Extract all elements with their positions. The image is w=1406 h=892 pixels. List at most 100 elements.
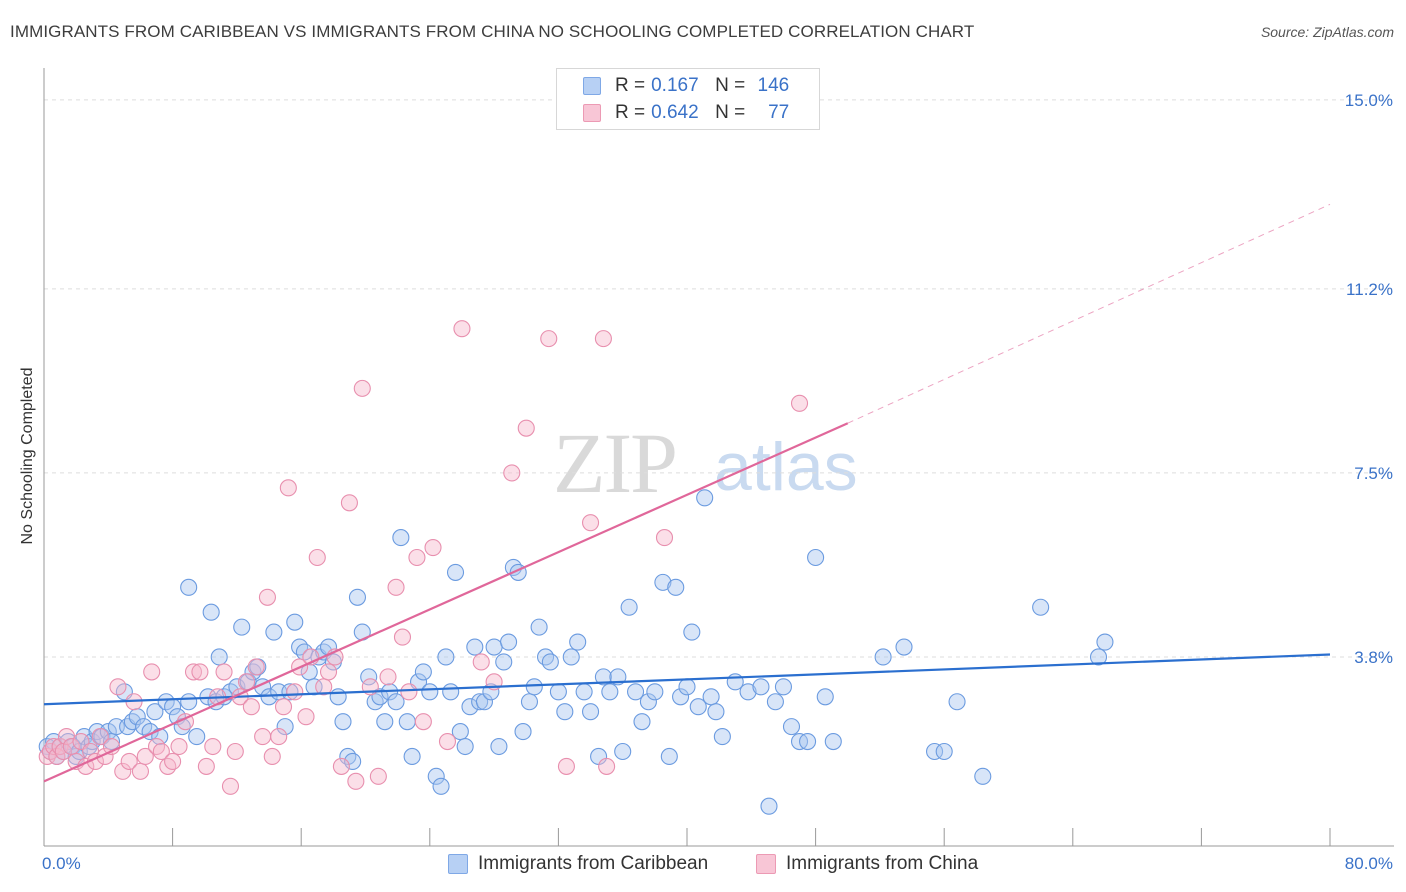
n-label: N = bbox=[715, 102, 746, 123]
china-point bbox=[369, 767, 387, 785]
caribbean-point bbox=[667, 578, 685, 596]
n-value-caribbean: 146 bbox=[757, 75, 790, 96]
caribbean-point bbox=[339, 747, 357, 766]
china-point bbox=[191, 663, 209, 681]
china-point bbox=[263, 747, 281, 766]
caribbean-point bbox=[678, 678, 696, 696]
caribbean-point bbox=[233, 618, 251, 636]
caribbean-point bbox=[683, 623, 701, 641]
china-point bbox=[286, 683, 304, 701]
china-point bbox=[319, 663, 338, 681]
caribbean-point bbox=[601, 683, 619, 701]
caribbean-point bbox=[562, 648, 580, 666]
china-point bbox=[270, 728, 288, 746]
y-tick-label: 15.0% bbox=[1345, 91, 1393, 110]
china-point bbox=[159, 757, 177, 775]
caribbean-point bbox=[1032, 598, 1050, 616]
r-label: R = bbox=[615, 75, 646, 96]
caribbean-point bbox=[689, 698, 707, 716]
china-point bbox=[109, 678, 127, 696]
caribbean-point bbox=[816, 688, 834, 706]
caribbean-point bbox=[485, 638, 503, 656]
caribbean-point bbox=[398, 713, 416, 731]
china-point bbox=[347, 772, 365, 790]
caribbean-point bbox=[387, 693, 405, 711]
china-point bbox=[274, 698, 293, 716]
china-point bbox=[517, 419, 535, 437]
caribbean-point bbox=[646, 683, 664, 701]
y-axis-label: No Schooling Completed bbox=[19, 367, 36, 545]
watermark-zip: ZIP bbox=[553, 415, 676, 511]
caribbean-point bbox=[210, 648, 228, 666]
caribbean-point bbox=[541, 653, 559, 671]
caribbean-point bbox=[471, 693, 489, 711]
china-point bbox=[790, 394, 809, 412]
caribbean-point bbox=[760, 797, 778, 815]
caribbean-point bbox=[1096, 633, 1114, 651]
source-label: Source: ZipAtlas.com bbox=[1260, 24, 1394, 40]
china-trend-line bbox=[43, 422, 849, 783]
caribbean-point bbox=[895, 638, 913, 656]
caribbean-point bbox=[594, 668, 612, 686]
x-tick-label-max: 80.0% bbox=[1345, 854, 1393, 873]
caribbean-point bbox=[392, 529, 410, 547]
caribbean-trend-line bbox=[43, 653, 1331, 706]
caribbean-point bbox=[935, 742, 953, 761]
china-points bbox=[38, 320, 809, 795]
caribbean-point bbox=[974, 767, 992, 785]
legend-row-caribbean: R = 0.167 N = 146 bbox=[583, 74, 789, 98]
china-point bbox=[164, 752, 182, 770]
caribbean-point bbox=[466, 638, 484, 656]
r-label: R = bbox=[615, 102, 646, 123]
caribbean-point bbox=[123, 713, 141, 731]
correlation-legend: R = 0.167 N = 146 R = 0.642 N = 77 bbox=[556, 68, 820, 130]
china-point bbox=[143, 663, 161, 681]
china-point bbox=[308, 548, 326, 567]
caribbean-point bbox=[495, 653, 513, 671]
china-point bbox=[147, 737, 166, 756]
caribbean-point bbox=[490, 737, 508, 756]
caribbean-point bbox=[639, 693, 657, 711]
caribbean-point bbox=[1089, 648, 1108, 666]
caribbean-point bbox=[633, 713, 651, 731]
caribbean-point bbox=[874, 648, 892, 666]
caribbean-point bbox=[713, 728, 731, 746]
caribbean-swatch bbox=[583, 77, 601, 95]
china-point bbox=[332, 757, 350, 775]
china-point bbox=[393, 628, 412, 646]
china-point bbox=[45, 737, 63, 756]
china-point bbox=[131, 762, 149, 780]
caribbean-point bbox=[442, 683, 460, 701]
caribbean-point bbox=[376, 713, 394, 731]
china-point bbox=[408, 548, 426, 567]
china-point bbox=[242, 698, 260, 716]
caribbean-point bbox=[265, 623, 283, 641]
china-swatch bbox=[583, 104, 601, 122]
caribbean-point bbox=[421, 683, 439, 701]
china-point bbox=[226, 742, 244, 761]
caribbean-point bbox=[702, 688, 720, 706]
china-point bbox=[258, 588, 276, 606]
china-point bbox=[557, 757, 575, 775]
caribbean-point bbox=[654, 573, 672, 591]
n-value-china: 77 bbox=[768, 102, 790, 123]
caribbean-point bbox=[525, 678, 543, 696]
china-point bbox=[279, 479, 297, 497]
caribbean-point bbox=[807, 548, 825, 567]
caribbean-point bbox=[202, 603, 220, 621]
caribbean-legend-swatch bbox=[448, 854, 468, 874]
china-point bbox=[353, 379, 371, 397]
caribbean-point bbox=[291, 638, 309, 656]
caribbean-point bbox=[799, 732, 817, 751]
caribbean-point bbox=[475, 693, 494, 711]
caribbean-point bbox=[696, 489, 714, 507]
caribbean-point bbox=[437, 648, 455, 666]
legend-item-china[interactable]: Immigrants from China bbox=[756, 852, 978, 876]
legend-item-caribbean[interactable]: Immigrants from Caribbean bbox=[448, 852, 708, 876]
china-point bbox=[215, 663, 233, 681]
china-point bbox=[237, 673, 256, 691]
caribbean-point bbox=[774, 678, 793, 696]
china-point bbox=[247, 658, 265, 676]
china-point bbox=[254, 728, 272, 746]
caribbean-point bbox=[414, 663, 432, 681]
